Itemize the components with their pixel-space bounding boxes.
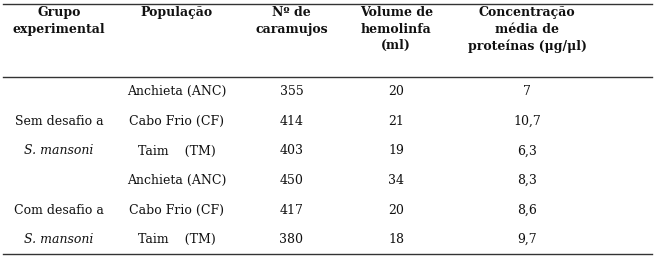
- Text: Sem desafio a: Sem desafio a: [14, 115, 103, 128]
- Text: Cabo Frio (CF): Cabo Frio (CF): [129, 204, 225, 217]
- Text: 7: 7: [523, 85, 531, 98]
- Text: 10,7: 10,7: [514, 115, 541, 128]
- Text: Volume de
hemolinfa
(ml): Volume de hemolinfa (ml): [360, 6, 433, 52]
- Text: 417: 417: [280, 204, 303, 217]
- Text: Grupo
experimental: Grupo experimental: [12, 6, 105, 36]
- Text: Nº de
caramujos: Nº de caramujos: [255, 6, 328, 36]
- Text: Anchieta (ANC): Anchieta (ANC): [127, 85, 227, 98]
- Text: 20: 20: [388, 85, 404, 98]
- Text: 18: 18: [388, 233, 404, 246]
- Text: Taim    (TM): Taim (TM): [138, 144, 215, 158]
- Text: 450: 450: [280, 174, 303, 187]
- Text: Concentração
média de
proteínas (μg/μl): Concentração média de proteínas (μg/μl): [468, 6, 587, 53]
- Text: 414: 414: [280, 115, 303, 128]
- Text: 34: 34: [388, 174, 404, 187]
- Text: Com desafio a: Com desafio a: [14, 204, 104, 217]
- Text: População: População: [141, 6, 213, 20]
- Text: S. mansoni: S. mansoni: [24, 233, 94, 246]
- Text: 355: 355: [280, 85, 303, 98]
- Text: Anchieta (ANC): Anchieta (ANC): [127, 174, 227, 187]
- Text: 19: 19: [388, 144, 404, 158]
- Text: 380: 380: [280, 233, 303, 246]
- Text: 6,3: 6,3: [517, 144, 537, 158]
- Text: 8,6: 8,6: [517, 204, 537, 217]
- Text: 8,3: 8,3: [517, 174, 537, 187]
- Text: 403: 403: [280, 144, 303, 158]
- Text: 20: 20: [388, 204, 404, 217]
- Text: 9,7: 9,7: [517, 233, 537, 246]
- Text: 21: 21: [388, 115, 404, 128]
- Text: Cabo Frio (CF): Cabo Frio (CF): [129, 115, 225, 128]
- Text: Taim    (TM): Taim (TM): [138, 233, 215, 246]
- Text: S. mansoni: S. mansoni: [24, 144, 94, 158]
